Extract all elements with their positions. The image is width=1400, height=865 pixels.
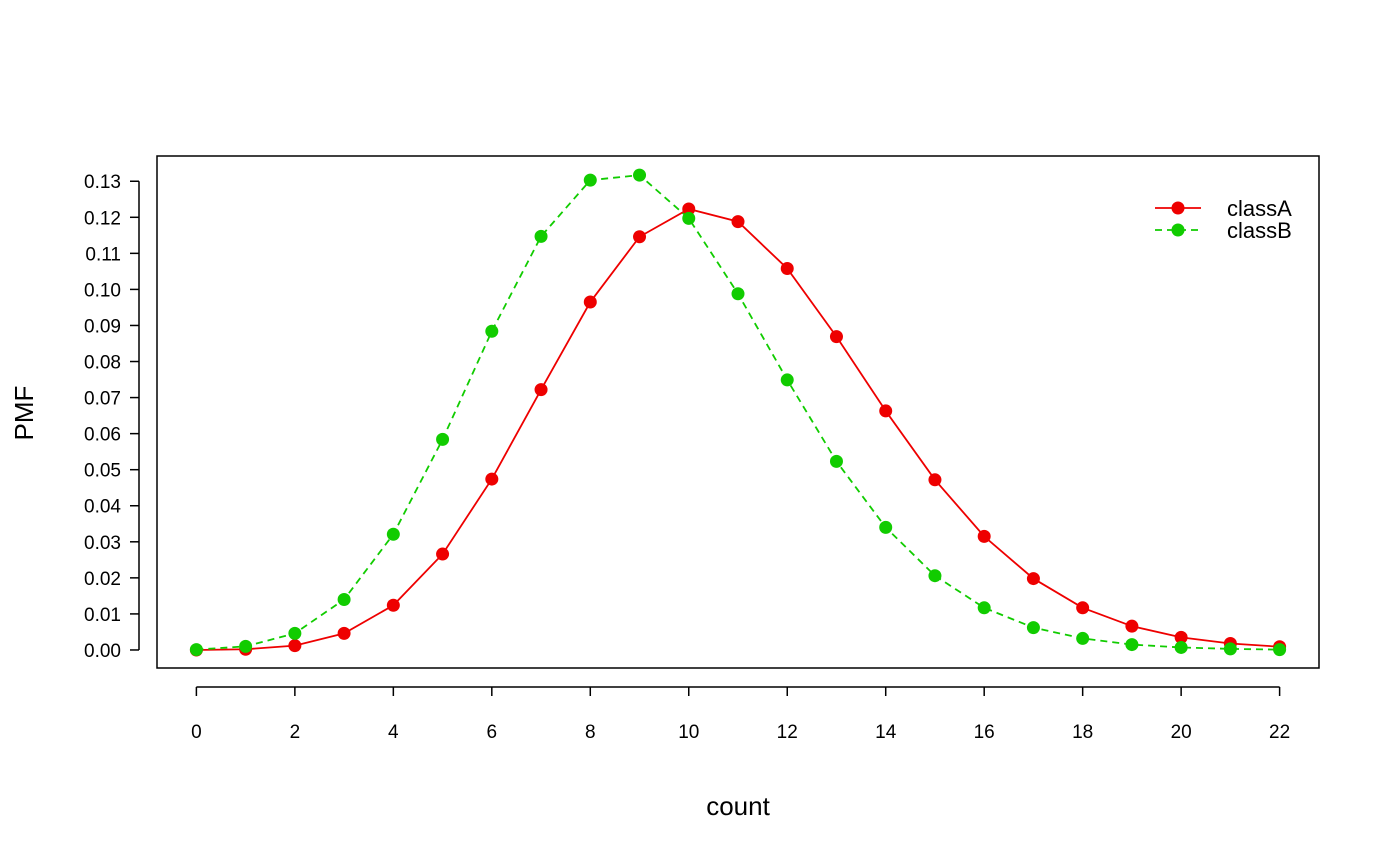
data-point [288,626,302,640]
y-tick-label: 0.06 [84,425,121,446]
data-point [337,592,351,606]
data-point [436,432,450,446]
data-point [1026,621,1040,635]
x-tick-label: 4 [388,722,399,743]
legend-item: classB [1155,218,1292,243]
y-tick-label: 0.13 [84,172,121,193]
x-tick-label: 12 [777,722,798,743]
data-point [928,569,942,583]
data-point [780,261,794,275]
data-point [1174,640,1188,654]
legend-item: classA [1155,196,1292,221]
y-tick-label: 0.05 [84,461,121,482]
data-point [1223,642,1237,656]
data-point [386,598,400,612]
data-point [534,229,548,243]
data-point [829,330,843,344]
x-tick-label: 16 [974,722,995,743]
plot-frame [156,155,1320,669]
y-tick-label: 0.11 [85,244,121,265]
x-tick-label: 6 [487,722,498,743]
y-tick-label: 0.02 [84,569,121,590]
data-point [682,202,696,216]
y-tick-label: 0.07 [84,389,121,410]
data-point [829,454,843,468]
data-point [928,473,942,487]
data-point [189,643,203,657]
y-axis-label: PMF [9,386,39,441]
data-point [731,287,745,301]
series-classB [189,168,1287,657]
data-point [1125,638,1139,652]
data-point [534,383,548,397]
y-tick-label: 0.00 [84,641,121,662]
data-point [386,527,400,541]
x-tick-label: 20 [1171,722,1192,743]
data-point [485,472,499,486]
data-point [1125,619,1139,633]
legend-marker [1171,223,1185,237]
data-point [1273,643,1287,657]
data-point [485,324,499,338]
x-tick-label: 14 [875,722,897,743]
data-point [1174,630,1188,644]
x-tick-label: 10 [678,722,699,743]
data-point [682,211,696,225]
data-point [780,373,794,387]
x-tick-label: 22 [1269,722,1290,743]
data-point [239,639,253,653]
x-axis-label: count [706,791,770,821]
data-series [189,168,1287,657]
data-point [583,295,597,309]
data-point [977,529,991,543]
data-point [1026,572,1040,586]
y-tick-label: 0.04 [84,497,121,518]
data-point [879,404,893,418]
data-point [633,230,647,244]
x-tick-label: 8 [585,722,596,743]
data-point [731,215,745,229]
y-tick-label: 0.08 [84,353,121,374]
data-point [1076,601,1090,615]
x-tick-label: 2 [290,722,301,743]
data-point [436,547,450,561]
x-tick-label: 18 [1072,722,1093,743]
data-point [977,601,991,615]
data-point [583,173,597,187]
legend-label: classB [1227,218,1292,243]
data-point [633,168,647,182]
legend-marker [1171,201,1185,215]
data-point [1076,631,1090,645]
x-tick-label: 0 [191,722,202,743]
data-point [288,639,302,653]
data-point [879,520,893,534]
y-tick-label: 0.03 [84,533,121,554]
y-tick-label: 0.01 [84,605,121,626]
axes-ticks: 0 2 4 6 8 10 12 14 16 18 20 22 0.00 0.01 0.02 0.03 0.04 0… [84,172,1290,743]
y-tick-label: 0.12 [84,208,121,229]
data-point [337,626,351,640]
y-tick-label: 0.10 [84,280,121,301]
legend-label: classA [1227,196,1292,221]
y-tick-label: 0.09 [84,316,121,337]
